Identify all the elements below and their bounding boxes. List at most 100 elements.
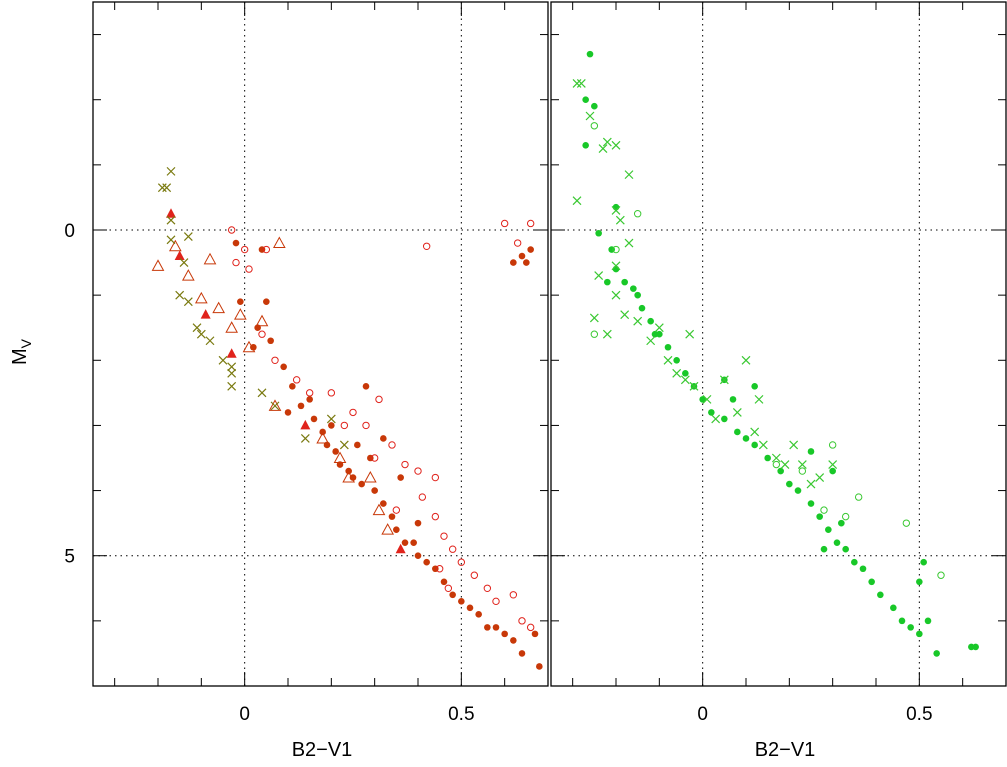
left-point-circle-filled-5 — [267, 337, 274, 345]
right-point-circle-open-3 — [854, 493, 863, 501]
left-point-cross-6 — [179, 258, 189, 267]
left-point-circle-open-2 — [262, 245, 271, 254]
left-point-cross-10 — [196, 329, 206, 339]
right-point-circle-filled-13 — [664, 343, 672, 351]
right-point-circle-filled-42 — [920, 558, 927, 566]
left-point-circle-open-27 — [483, 584, 492, 592]
left-point-circle-open-26 — [470, 571, 479, 579]
left-series-cross — [157, 166, 349, 450]
right-point-circle-filled-44 — [972, 643, 979, 651]
right-point-cross-5 — [598, 144, 608, 153]
right-point-cross-29 — [758, 440, 768, 450]
left-series-triangle-open — [151, 236, 395, 535]
left-point-triangle-filled-4 — [300, 419, 311, 430]
right-point-cross-0 — [576, 79, 586, 88]
right-point-circle-filled-49 — [838, 519, 845, 527]
left-point-cross-11 — [205, 336, 215, 346]
left-point-cross-20 — [339, 440, 349, 450]
left-point-circle-open-17 — [388, 441, 396, 449]
right-point-cross-23 — [689, 381, 699, 391]
right-point-cross-21 — [672, 368, 682, 378]
left-point-circle-filled-22 — [388, 513, 396, 520]
left-plot-frame — [92, 1, 549, 687]
left-point-cross-17 — [270, 401, 280, 411]
right-point-cross-2 — [585, 111, 595, 121]
left-point-circle-open-9 — [258, 330, 266, 338]
right-point-circle-filled-3 — [582, 142, 589, 149]
right-point-circle-filled-40 — [924, 617, 932, 625]
left-point-circle-filled-44 — [510, 259, 517, 266]
right-point-cross-11 — [611, 261, 621, 271]
left-point-circle-filled-30 — [449, 591, 456, 599]
right-point-cross-1 — [572, 79, 582, 88]
y-axis-label: MV — [9, 338, 34, 365]
right-point-circle-filled-31 — [842, 545, 849, 553]
left-point-triangle-open-0 — [151, 259, 165, 271]
left-panel: 0 0.5 0 5 — [64, 1, 549, 725]
left-point-cross-4 — [183, 232, 193, 241]
left-point-circle-open-7 — [526, 219, 535, 228]
left-point-circle-filled-14 — [332, 448, 339, 455]
left-point-circle-open-0 — [227, 226, 236, 234]
right-point-cross-15 — [633, 316, 643, 326]
right-point-cross-7 — [572, 196, 582, 206]
right-point-circle-filled-41 — [933, 650, 940, 657]
right-point-cross-6 — [624, 170, 634, 180]
left-point-circle-filled-50 — [328, 422, 335, 429]
right-point-cross-17 — [602, 329, 612, 339]
left-point-triangle-filled-3 — [226, 348, 237, 358]
left-point-circle-open-11 — [292, 376, 301, 384]
right-point-circle-open-11 — [828, 441, 837, 449]
left-x-tick-label-0: 0 — [239, 704, 250, 725]
right-point-circle-filled-36 — [890, 604, 897, 612]
right-point-circle-open-4 — [841, 512, 850, 521]
right-point-cross-31 — [780, 460, 790, 469]
left-point-cross-15 — [227, 381, 237, 391]
left-point-circle-open-20 — [431, 473, 440, 482]
y-axis-label-subscript: V — [18, 338, 34, 348]
left-point-cross-3 — [166, 215, 176, 225]
right-point-circle-open-10 — [612, 245, 620, 254]
left-point-circle-filled-23 — [393, 526, 400, 533]
left-point-circle-filled-29 — [440, 578, 448, 586]
left-point-circle-open-10 — [271, 356, 279, 364]
left-point-cross-13 — [227, 362, 237, 372]
right-point-circle-filled-9 — [634, 291, 641, 299]
left-point-circle-open-16 — [375, 395, 383, 404]
right-point-circle-filled-7 — [612, 265, 620, 273]
right-point-circle-filled-2 — [591, 102, 598, 110]
right-point-circle-open-6 — [937, 571, 945, 579]
left-point-cross-5 — [166, 235, 176, 245]
right-point-circle-filled-50 — [820, 545, 828, 553]
left-point-circle-open-29 — [509, 591, 518, 599]
right-x-axis-label: B2−V1 — [755, 739, 816, 761]
left-point-circle-filled-36 — [501, 630, 508, 638]
right-point-circle-filled-20 — [734, 428, 741, 436]
left-point-circle-filled-7 — [280, 363, 287, 371]
left-point-cross-9 — [192, 323, 202, 333]
left-point-circle-filled-25 — [410, 539, 417, 546]
left-y-tick-label-1: 5 — [64, 547, 75, 568]
right-point-cross-14 — [620, 310, 630, 320]
right-point-cross-16 — [589, 313, 599, 323]
right-point-circle-filled-24 — [777, 467, 784, 475]
left-point-circle-filled-9 — [297, 402, 305, 410]
right-series-circle-filled — [582, 50, 979, 657]
right-point-cross-4 — [611, 140, 621, 150]
left-point-circle-filled-32 — [466, 604, 474, 612]
right-point-circle-filled-35 — [877, 591, 884, 599]
right-point-circle-open-0 — [590, 122, 599, 130]
left-point-circle-filled-35 — [492, 624, 500, 631]
right-point-cross-33 — [797, 460, 807, 469]
right-point-circle-open-7 — [798, 467, 807, 475]
left-point-cross-14 — [227, 368, 237, 378]
right-point-circle-filled-34 — [868, 578, 875, 586]
left-point-triangle-open-17 — [255, 314, 269, 327]
left-point-circle-filled-37 — [510, 637, 517, 644]
right-point-cross-19 — [654, 323, 664, 333]
right-point-circle-open-1 — [633, 210, 642, 218]
right-x-tick-label-1: 0.5 — [906, 704, 932, 725]
left-point-circle-filled-26 — [414, 552, 422, 560]
right-point-cross-10 — [624, 238, 634, 248]
